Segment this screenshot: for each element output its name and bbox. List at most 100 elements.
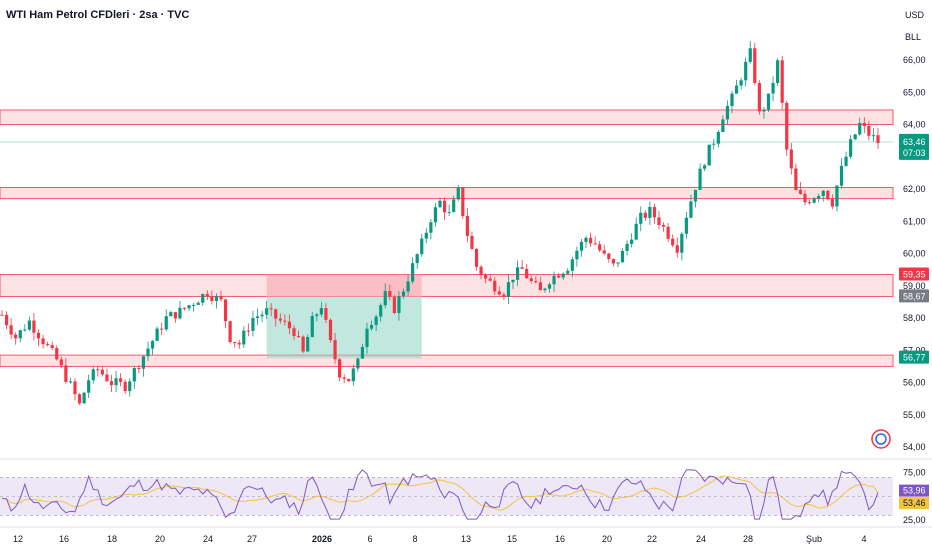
candle-body bbox=[283, 320, 287, 322]
last-price-badge bbox=[899, 133, 929, 160]
candle-body bbox=[64, 365, 68, 382]
candle-body bbox=[502, 294, 506, 297]
candle-body bbox=[251, 318, 255, 331]
candle-body bbox=[406, 281, 410, 292]
candle-body bbox=[128, 381, 132, 392]
candle-body bbox=[214, 295, 219, 301]
price-tick-label: 61,00 bbox=[903, 216, 926, 226]
candle-body bbox=[201, 294, 205, 303]
candle-body bbox=[607, 253, 611, 259]
candle-body bbox=[830, 199, 834, 207]
candle-body bbox=[233, 342, 237, 344]
candle-body bbox=[835, 185, 839, 207]
candle-body bbox=[388, 291, 392, 297]
candle-body bbox=[287, 321, 292, 329]
price-tick-label: 58,00 bbox=[903, 313, 926, 323]
candle-body bbox=[178, 307, 182, 319]
candle-body bbox=[274, 309, 278, 319]
price-tick-label: 62,00 bbox=[903, 184, 926, 194]
currency-label[interactable]: USD bbox=[905, 10, 925, 20]
candle-body bbox=[41, 338, 45, 345]
candle-body bbox=[319, 308, 323, 315]
candle-body bbox=[520, 267, 524, 269]
candle-body bbox=[707, 144, 711, 166]
time-tick-label: 28 bbox=[743, 534, 753, 544]
candle-body bbox=[515, 267, 520, 280]
level-badge bbox=[899, 289, 929, 303]
candle-body bbox=[424, 232, 428, 239]
candle-body bbox=[593, 243, 597, 245]
candle-body bbox=[306, 337, 310, 352]
candle-body bbox=[315, 314, 319, 317]
candle-body bbox=[744, 61, 748, 81]
stop-zone bbox=[266, 274, 422, 298]
candle-body bbox=[493, 280, 497, 292]
candle-body bbox=[739, 80, 743, 86]
candle-body bbox=[105, 374, 109, 382]
candle-body bbox=[470, 235, 474, 249]
candle-body bbox=[474, 248, 479, 267]
candle-body bbox=[173, 312, 177, 319]
candle-body bbox=[452, 199, 456, 212]
candle-body bbox=[260, 314, 264, 317]
rsi-value-label: 53,96 bbox=[903, 486, 926, 496]
candle-body bbox=[205, 294, 209, 297]
candle-body bbox=[415, 254, 419, 264]
candle-body bbox=[433, 207, 438, 223]
time-tick-label: 20 bbox=[602, 534, 612, 544]
candle-body bbox=[27, 320, 31, 330]
tradingview-logo-icon[interactable] bbox=[871, 429, 891, 449]
zone-1 bbox=[0, 186, 894, 200]
price-tick-label: 60,00 bbox=[903, 249, 926, 259]
candle-body bbox=[479, 266, 483, 276]
time-tick-label: 16 bbox=[59, 534, 69, 544]
candle-body bbox=[730, 93, 734, 107]
price-tick-label: 59,00 bbox=[903, 281, 926, 291]
candles bbox=[0, 41, 880, 406]
candle-body bbox=[794, 168, 798, 191]
price-tick-label: 65,00 bbox=[903, 87, 926, 97]
rsi-line bbox=[1, 469, 879, 520]
candle-body bbox=[192, 304, 196, 306]
candle-body bbox=[338, 359, 342, 378]
candle-body bbox=[689, 201, 693, 218]
candle-body bbox=[196, 302, 200, 305]
candle-body bbox=[734, 85, 739, 94]
candle-body bbox=[588, 237, 593, 244]
candle-body bbox=[538, 282, 542, 291]
price-tick-label: 66,00 bbox=[903, 55, 926, 65]
candle-body bbox=[671, 238, 675, 246]
candle-body bbox=[561, 273, 565, 278]
candle-body bbox=[50, 345, 54, 348]
candle-body bbox=[785, 102, 789, 150]
candle-body bbox=[725, 106, 730, 120]
time-tick-label: 18 bbox=[107, 534, 117, 544]
candle-body bbox=[575, 250, 579, 260]
candle-body bbox=[798, 190, 803, 194]
candle-body bbox=[324, 308, 328, 320]
candle-body bbox=[862, 122, 866, 127]
price-tick-label: 64,00 bbox=[903, 120, 926, 130]
candle-body bbox=[712, 143, 716, 145]
candle-body bbox=[32, 320, 36, 333]
candle-body bbox=[698, 168, 702, 190]
candle-body bbox=[611, 258, 615, 264]
candle-body bbox=[620, 250, 625, 263]
time-axis: 12 16 18 20 24 27 2026 6 8 13 15 16 20 22 24 28 Şub 4 bbox=[0, 526, 932, 544]
candle-body bbox=[333, 340, 337, 360]
candle-body bbox=[150, 340, 155, 349]
candle-body bbox=[237, 342, 241, 345]
candle-body bbox=[114, 378, 118, 386]
candle-body bbox=[844, 156, 848, 166]
candle-body bbox=[780, 60, 784, 103]
price-tick-label: 57,00 bbox=[903, 345, 926, 355]
level-badge bbox=[899, 350, 929, 364]
time-tick-label: 24 bbox=[696, 534, 706, 544]
rsi-tick-label: 75,00 bbox=[903, 468, 926, 478]
rsi-panel: 75,00 25,00 53,96 53,46 bbox=[0, 458, 932, 525]
candle-body bbox=[826, 190, 830, 200]
candle-body bbox=[269, 308, 273, 310]
candle-body bbox=[684, 217, 688, 234]
candle-body bbox=[23, 329, 27, 331]
